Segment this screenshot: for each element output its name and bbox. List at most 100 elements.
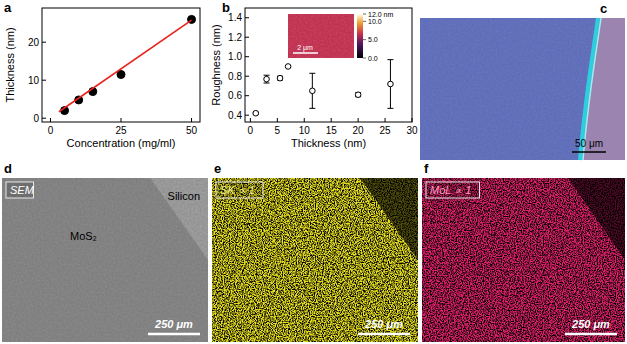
y-tick-label: 20 xyxy=(28,37,40,48)
badge-box xyxy=(216,182,263,198)
data-point xyxy=(277,75,283,81)
colorbar-tick xyxy=(363,21,366,22)
y-axis-label: Roughness (nm) xyxy=(210,24,222,105)
scale-bar-label: 2 μm xyxy=(297,44,313,52)
scale-bar xyxy=(572,151,606,153)
figure: abcdef0255001020Concentration (mg/ml)Thi… xyxy=(0,0,627,344)
region-label: MoS₂ xyxy=(70,230,97,242)
badge-box xyxy=(426,182,480,198)
mos2-region xyxy=(2,178,208,342)
error-bar xyxy=(277,76,283,80)
scale-bar xyxy=(293,52,318,54)
afm-image xyxy=(288,14,354,58)
scale-bar-label: 250 μm xyxy=(364,318,403,330)
silicon-map xyxy=(360,178,418,260)
badge: SK ∝ 1 xyxy=(220,184,255,196)
y-tick xyxy=(245,95,249,96)
y-tick-label: 10 xyxy=(28,75,40,86)
data-point xyxy=(253,110,259,116)
x-tick xyxy=(50,118,51,122)
x-tick xyxy=(358,118,359,122)
x-tick xyxy=(304,118,305,122)
colorbar-tick-label: 10.0 xyxy=(368,18,382,25)
panel-label: d xyxy=(4,161,12,176)
y-tick xyxy=(42,118,46,119)
x-tick xyxy=(412,118,413,122)
x-tick xyxy=(121,118,122,122)
optical-texture xyxy=(420,18,625,160)
optical-image xyxy=(420,18,625,160)
mos2-map xyxy=(422,178,625,342)
y-tick-label: 1.0 xyxy=(228,51,242,62)
x-tick-label: 0 xyxy=(248,125,254,136)
panel-label: a xyxy=(4,0,12,15)
panel-label: f xyxy=(424,161,429,176)
image-background xyxy=(212,178,418,342)
colorbar-tick xyxy=(363,14,366,15)
scale-bar-label: 250 μm xyxy=(571,318,610,330)
x-tick-label: 15 xyxy=(326,125,338,136)
image-background xyxy=(422,178,625,342)
colorbar-tick-label: 0.0 xyxy=(368,55,378,62)
panel-label: e xyxy=(214,161,221,176)
x-tick-label: 50 xyxy=(186,125,198,136)
colorbar xyxy=(357,14,363,58)
silicon-map xyxy=(568,178,625,260)
panel-label: c xyxy=(600,1,607,16)
scale-bar-label: 250 μm xyxy=(154,318,193,330)
y-tick-label: 0.6 xyxy=(228,90,242,101)
x-tick xyxy=(191,118,192,122)
x-tick xyxy=(331,118,332,122)
data-point xyxy=(285,64,291,70)
x-tick-label: 0 xyxy=(48,125,54,136)
y-tick-label: 0.4 xyxy=(228,110,242,121)
fit-line xyxy=(59,20,192,112)
y-tick xyxy=(245,37,249,38)
data-point xyxy=(388,81,394,87)
badge: MoL ∝ 1 xyxy=(430,184,471,196)
x-axis-label: Concentration (mg/ml) xyxy=(67,137,176,149)
scale-bar-label: 50 μm xyxy=(575,138,603,149)
plot-marks xyxy=(253,60,394,116)
error-bar xyxy=(387,60,393,109)
badge: SEM xyxy=(10,184,35,196)
y-tick-label: 0 xyxy=(33,113,39,124)
x-tick-label: 5 xyxy=(275,125,281,136)
x-axis-label: Thickness (nm) xyxy=(291,137,366,149)
y-tick xyxy=(245,115,249,116)
sem-texture xyxy=(2,178,208,342)
y-tick xyxy=(245,56,249,57)
image-background xyxy=(2,178,208,342)
error-bar xyxy=(355,93,361,97)
x-tick xyxy=(250,118,251,122)
plot-frame xyxy=(42,8,200,122)
x-tick-label: 25 xyxy=(380,125,392,136)
x-tick-label: 25 xyxy=(115,125,127,136)
afm-texture xyxy=(288,14,354,58)
scale-bar xyxy=(565,333,617,336)
data-point xyxy=(355,92,361,98)
error-bar xyxy=(309,73,315,108)
y-tick-label: 0.8 xyxy=(228,71,242,82)
error-bar xyxy=(264,75,270,83)
colorbar-tick-label: 5.0 xyxy=(368,36,378,43)
data-point xyxy=(264,76,270,82)
x-tick-label: 20 xyxy=(353,125,365,136)
y-tick xyxy=(245,17,249,18)
x-tick xyxy=(277,118,278,122)
colorbar-tick-label: 12.0 nm xyxy=(368,11,393,18)
y-tick xyxy=(42,42,46,43)
scale-bar xyxy=(148,333,200,336)
y-tick-label: 1.4 xyxy=(228,12,242,23)
data-point xyxy=(310,88,316,94)
colorbar-tick xyxy=(363,39,366,40)
y-axis-label: Thickness (nm) xyxy=(4,27,16,102)
plot-marks xyxy=(59,15,196,114)
y-tick-label: 1.2 xyxy=(228,32,242,43)
x-tick-label: 10 xyxy=(299,125,311,136)
y-tick xyxy=(245,76,249,77)
colorbar-tick xyxy=(363,58,366,59)
x-tick-label: 30 xyxy=(406,125,418,136)
scale-bar xyxy=(358,333,410,336)
region-label: Silicon xyxy=(168,190,200,202)
